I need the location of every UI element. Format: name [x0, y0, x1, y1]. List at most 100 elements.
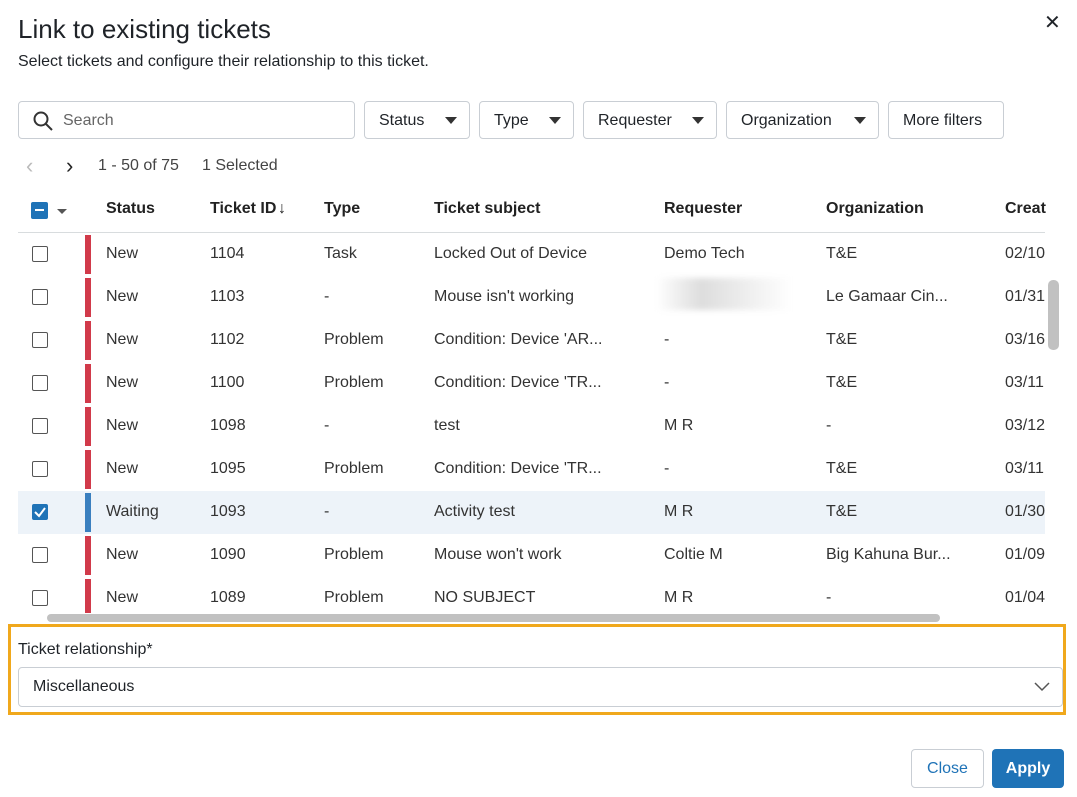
- apply-button[interactable]: Apply: [992, 749, 1064, 788]
- cell: T&E: [826, 503, 858, 520]
- table-row[interactable]: New 1090 Problem Mouse won't work Coltie M Bi…: [18, 534, 1045, 578]
- status-bar: [85, 579, 91, 613]
- cell: T&E: [826, 374, 858, 391]
- column-header: Status: [106, 200, 155, 217]
- check: [34, 507, 46, 518]
- cell: Problem: [324, 460, 384, 477]
- cell: New: [106, 546, 139, 563]
- highlight-box: [8, 624, 1066, 715]
- v-scrollbar[interactable]: [1048, 280, 1059, 350]
- cell: New: [106, 417, 139, 434]
- filter-button[interactable]: Organization: [726, 101, 879, 139]
- cell: -: [826, 417, 832, 434]
- prev-page[interactable]: ‹: [26, 153, 34, 178]
- cell: Task: [324, 245, 357, 262]
- next-page[interactable]: ›: [66, 153, 74, 178]
- cell: Mouse isn't working: [434, 288, 574, 305]
- redacted: [656, 278, 792, 310]
- column-header: Requester: [664, 200, 743, 217]
- row-checkbox[interactable]: [32, 332, 48, 348]
- more-filters[interactable]: More filters: [888, 101, 1004, 139]
- relationship-select[interactable]: Miscellaneous: [18, 667, 1063, 707]
- header-divider: [18, 232, 1045, 233]
- chevron: [1034, 682, 1050, 692]
- cell: M R: [664, 503, 694, 520]
- table-row[interactable]: New 1095 Problem Condition: Device 'TR... - T…: [18, 448, 1045, 492]
- row-checkbox[interactable]: [32, 375, 48, 391]
- cell: 03/12: [1005, 417, 1046, 434]
- cell: -: [324, 503, 330, 520]
- table-row[interactable]: New 1102 Problem Condition: Device 'AR... - T…: [18, 319, 1045, 363]
- cell: -: [664, 460, 670, 477]
- cell: Condition: Device 'AR...: [434, 331, 603, 348]
- cell: Mouse won't work: [434, 546, 562, 563]
- cell: T&E: [826, 245, 858, 262]
- filter-button[interactable]: Type: [479, 101, 574, 139]
- page-range: 1 - 50 of 75: [98, 157, 179, 174]
- select-menu[interactable]: [57, 209, 67, 214]
- relationship-value: Miscellaneous: [33, 678, 135, 695]
- filter-label: Type: [494, 112, 529, 129]
- cell: Locked Out of Device: [434, 245, 587, 262]
- cell: 1100: [210, 374, 245, 391]
- filter-button[interactable]: Status: [364, 101, 470, 139]
- cell: -: [826, 589, 832, 606]
- filter-button[interactable]: Requester: [583, 101, 717, 139]
- cell: 1104: [210, 245, 245, 262]
- row-checkbox[interactable]: [32, 418, 48, 434]
- table-row[interactable]: New 1104 Task Locked Out of Device Demo Tech…: [18, 233, 1045, 277]
- status-bar: [85, 321, 91, 360]
- cell: test: [434, 417, 460, 434]
- cell: 02/10: [1005, 245, 1046, 262]
- select-all[interactable]: [31, 202, 48, 219]
- cell: New: [106, 288, 139, 305]
- table-row[interactable]: New 1103 - Mouse isn't working Le Gamaar Cin…: [18, 276, 1045, 320]
- row-checkbox[interactable]: [32, 246, 48, 262]
- table-row[interactable]: New 1098 - test M R - 03/12: [18, 405, 1045, 449]
- h-scrollbar[interactable]: [47, 614, 940, 622]
- cell: M R: [664, 589, 694, 606]
- cell: -: [664, 331, 670, 348]
- table-row[interactable]: Waiting 1093 - Activity test M R T&E 01/30: [18, 491, 1045, 535]
- row-checkbox[interactable]: [32, 590, 48, 606]
- column-header: Creat: [1005, 200, 1046, 217]
- column-header: Ticket subject: [434, 200, 541, 217]
- cell: 01/31: [1005, 288, 1046, 305]
- cell: New: [106, 589, 139, 606]
- table-row[interactable]: New 1100 Problem Condition: Device 'TR... - T…: [18, 362, 1045, 406]
- row-checkbox[interactable]: [32, 547, 48, 563]
- cell: 1090: [210, 546, 246, 563]
- filter-caret: [692, 117, 704, 124]
- status-bar: [85, 235, 91, 274]
- cell: Condition: Device 'TR...: [434, 460, 602, 477]
- cell: 03/11: [1005, 374, 1044, 391]
- cell: Problem: [324, 331, 384, 348]
- cell: Problem: [324, 546, 384, 563]
- cell: 1089: [210, 589, 246, 606]
- cell: Problem: [324, 589, 384, 606]
- row-checkbox[interactable]: [32, 461, 48, 477]
- title: Link to existing tickets: [18, 14, 271, 44]
- close-icon[interactable]: ✕: [1044, 12, 1061, 34]
- cell: Activity test: [434, 503, 515, 520]
- column-header: Type: [324, 200, 361, 217]
- cell: T&E: [826, 460, 858, 477]
- cell: 03/11: [1005, 460, 1044, 477]
- status-bar: [85, 407, 91, 446]
- table-row[interactable]: New 1089 Problem NO SUBJECT M R - 01/04: [18, 577, 1045, 613]
- row-checkbox[interactable]: [32, 289, 48, 305]
- row-checkbox[interactable]: [32, 504, 48, 520]
- filter-caret: [854, 117, 866, 124]
- cell: -: [324, 288, 330, 305]
- filter-label: Status: [379, 112, 425, 129]
- status-bar: [85, 493, 91, 532]
- cell: M R: [664, 417, 694, 434]
- cell: 1102: [210, 331, 245, 348]
- close-button[interactable]: Close: [911, 749, 984, 788]
- search-box[interactable]: Search: [18, 101, 355, 139]
- cell: 1093: [210, 503, 246, 520]
- subtitle: Select tickets and configure their relat…: [18, 53, 429, 70]
- cell: New: [106, 331, 139, 348]
- filter-caret: [549, 117, 561, 124]
